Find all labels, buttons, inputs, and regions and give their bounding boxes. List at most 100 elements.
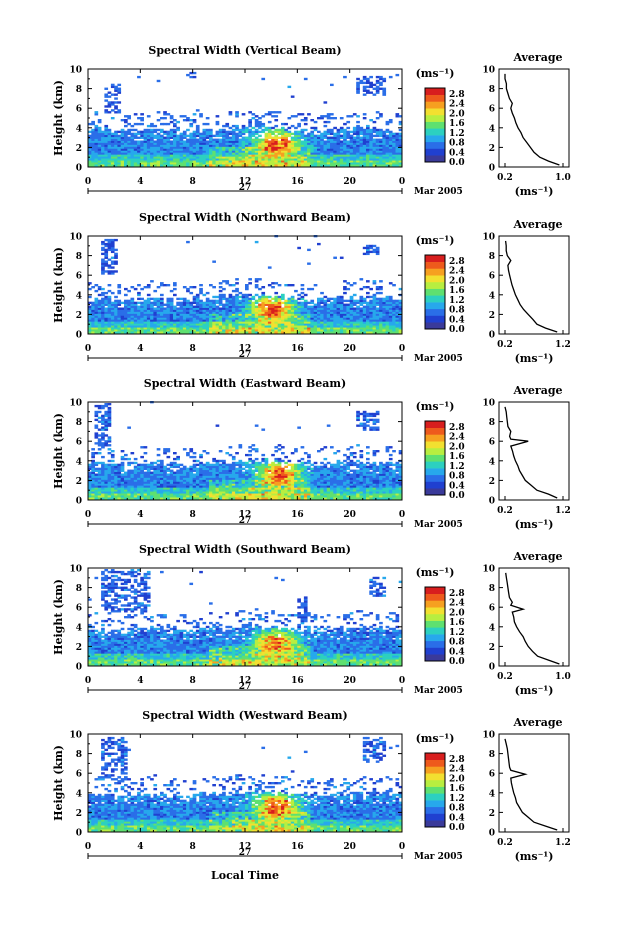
- heatmap-cell: [160, 148, 164, 151]
- heatmap-cell: [248, 311, 252, 314]
- heatmap-cell: [395, 158, 400, 161]
- heatmap-cell: [150, 156, 154, 159]
- heatmap-cell: [143, 452, 148, 455]
- heatmap-cell: [339, 140, 344, 143]
- heatmap-cell: [261, 301, 266, 305]
- heatmap-cell: [104, 311, 109, 314]
- heatmap-cell: [169, 315, 174, 318]
- heatmap-cell: [395, 303, 400, 306]
- heatmap-cell: [130, 471, 135, 474]
- heatmap-cell: [117, 473, 122, 476]
- heatmap-cell: [274, 301, 279, 305]
- average-profile-line: [504, 73, 560, 166]
- heatmap-cell: [169, 156, 174, 159]
- heatmap-cell: [388, 130, 393, 134]
- heatmap-cell: [166, 162, 171, 165]
- heatmap-cell: [117, 156, 122, 159]
- heatmap-cell: [179, 311, 184, 314]
- heatmap-cell: [163, 495, 167, 498]
- heatmap-cell: [336, 301, 341, 305]
- heatmap-cell: [372, 130, 377, 134]
- heatmap-cell: [307, 309, 311, 312]
- heatmap-cell: [398, 144, 403, 147]
- heatmap-cell: [326, 325, 331, 328]
- heatmap-cell: [117, 315, 122, 318]
- heatmap-cell: [137, 305, 141, 308]
- heatmap-cell: [107, 483, 112, 486]
- heatmap-cell: [317, 154, 321, 157]
- heatmap-cell: [199, 321, 203, 324]
- heatmap-cell: [133, 122, 138, 126]
- heatmap-cell: [235, 307, 239, 310]
- heatmap-cell: [186, 164, 190, 167]
- heatmap-cell: [339, 130, 344, 134]
- heatmap-cell: [169, 487, 174, 490]
- heatmap-cell: [375, 140, 380, 143]
- heatmap-cell: [313, 134, 318, 138]
- heatmap-cell: [169, 477, 174, 480]
- heatmap-cell: [395, 142, 400, 145]
- heatmap-cell: [124, 305, 128, 308]
- heatmap-cell: [101, 134, 105, 138]
- heatmap-cell: [189, 497, 194, 500]
- heatmap-cell: [199, 469, 203, 472]
- heatmap-cell: [307, 315, 311, 318]
- heatmap-cell: [186, 497, 190, 500]
- heatmap-cell: [379, 323, 383, 326]
- heatmap-cell: [163, 485, 167, 488]
- heatmap-cell: [156, 301, 161, 305]
- heatmap-cell: [104, 428, 109, 431]
- heatmap-cell: [336, 162, 341, 165]
- heatmap-cell: [127, 495, 131, 498]
- heatmap-cell: [300, 148, 305, 151]
- heatmap-cell: [189, 307, 194, 310]
- heatmap-cell: [313, 323, 318, 326]
- heatmap-cell: [110, 459, 115, 463]
- heatmap-cell: [137, 493, 141, 496]
- heatmap-cell: [218, 138, 223, 141]
- heatmap-cell: [356, 150, 360, 153]
- heatmap-cell: [97, 148, 102, 151]
- heatmap-cell: [130, 158, 135, 161]
- heatmap-cell: [248, 315, 252, 318]
- heatmap-cell: [163, 477, 167, 480]
- heatmap-cell: [140, 487, 144, 490]
- heatmap-cell: [372, 148, 377, 151]
- heatmap-cell: [379, 313, 383, 316]
- heatmap-cell: [235, 289, 239, 293]
- heatmap-cell: [137, 122, 141, 126]
- heatmap-cell: [110, 248, 115, 252]
- heatmap-cell: [248, 327, 252, 330]
- heatmap-cell: [166, 487, 171, 490]
- heatmap-cell: [205, 321, 210, 324]
- heatmap-cell: [156, 475, 161, 478]
- heatmap-cell: [379, 309, 383, 312]
- heatmap-cell: [195, 295, 200, 299]
- heatmap-cell: [110, 463, 115, 467]
- heatmap-cell: [251, 313, 256, 316]
- heatmap-cell: [277, 130, 282, 134]
- heatmap-cell: [173, 481, 177, 484]
- heatmap-cell: [222, 124, 226, 128]
- heatmap-cell: [271, 311, 275, 314]
- heatmap-cell: [238, 134, 243, 138]
- heatmap-cell: [254, 307, 259, 310]
- heatmap-cell: [127, 485, 131, 488]
- heatmap-cell: [146, 146, 151, 149]
- heatmap-cell: [303, 138, 308, 141]
- heatmap-cell: [261, 128, 266, 132]
- heatmap-cell: [104, 481, 109, 484]
- heatmap-cell: [209, 154, 213, 157]
- heatmap-cell: [258, 130, 262, 134]
- heatmap-cell: [369, 85, 373, 89]
- heatmap-cell: [241, 140, 246, 143]
- heatmap-cell: [225, 164, 230, 167]
- heatmap-cell: [153, 156, 158, 159]
- heatmap-cell: [104, 479, 109, 482]
- heatmap-cell: [186, 150, 190, 153]
- heatmap-cell: [169, 493, 174, 496]
- heatmap-cell: [359, 158, 364, 161]
- heatmap-cell: [300, 317, 305, 320]
- heatmap-cell: [238, 325, 243, 328]
- heatmap-cell: [205, 319, 210, 322]
